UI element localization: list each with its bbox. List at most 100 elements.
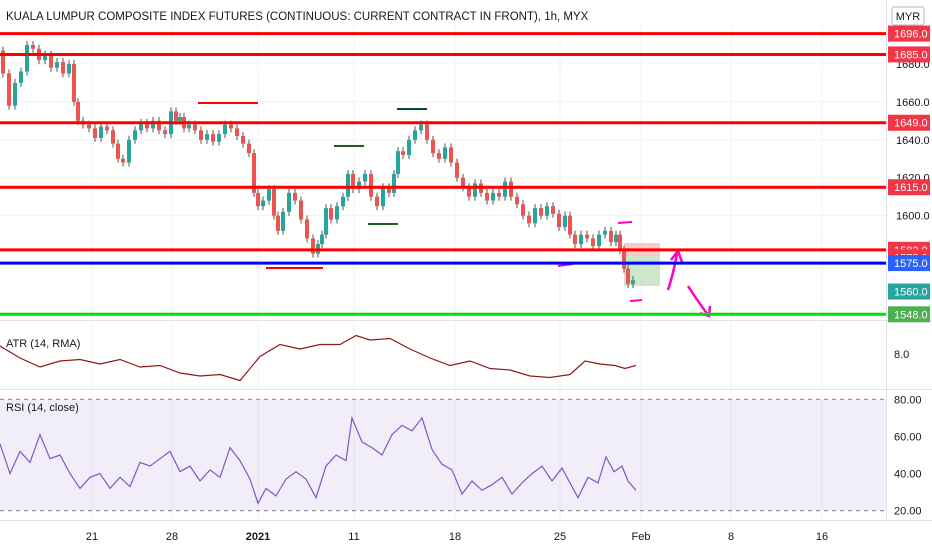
candle-body xyxy=(223,124,227,135)
candle-body xyxy=(437,153,441,159)
candle-body xyxy=(324,208,328,235)
candle-body xyxy=(163,130,167,135)
time-tick-label: 21 xyxy=(86,531,98,543)
candle-body xyxy=(217,134,221,142)
candle-body xyxy=(419,124,423,131)
candle-body xyxy=(174,111,178,121)
candle-body xyxy=(127,139,131,163)
time-axis[interactable]: 21 28 2021 11 18 25 Feb 8 16 xyxy=(86,531,828,543)
candle-body xyxy=(293,192,297,201)
price-tick-label: 1600.0 xyxy=(896,211,930,223)
time-tick-label: 28 xyxy=(166,531,178,543)
candle-body xyxy=(341,196,345,207)
candle-body xyxy=(67,63,71,74)
candle-body xyxy=(139,122,143,131)
candle-body xyxy=(585,234,589,239)
price-tag-background xyxy=(888,179,930,196)
candle-body xyxy=(626,268,630,284)
time-tick-label: 11 xyxy=(348,531,359,543)
candle-body xyxy=(425,124,429,140)
candle-body xyxy=(281,211,285,231)
price-tag: 1649.0 xyxy=(888,114,930,131)
time-tick-label: Feb xyxy=(632,531,651,543)
candle-body xyxy=(515,196,519,205)
candle-body xyxy=(497,192,501,197)
candle-body xyxy=(413,130,417,140)
time-tick-label: 25 xyxy=(554,531,566,543)
candle-body xyxy=(7,73,11,106)
price-tag-background xyxy=(888,25,930,42)
candle-body xyxy=(72,63,76,102)
candle-body xyxy=(1,50,5,74)
time-tick-label: 18 xyxy=(449,531,461,543)
candle-body xyxy=(455,162,459,178)
candle-body xyxy=(573,234,577,245)
candle-body xyxy=(43,54,47,61)
candle-body xyxy=(151,120,155,129)
price-tag: 1575.0 xyxy=(888,255,930,272)
candle-body xyxy=(272,189,276,216)
candle-body xyxy=(527,215,531,224)
candle-body xyxy=(467,187,471,197)
candle-body xyxy=(267,189,271,201)
candle-body xyxy=(381,187,385,207)
price-tag-background xyxy=(888,306,930,323)
price-tag: 1548.0 xyxy=(888,306,930,323)
candle-body xyxy=(485,192,489,201)
price-tag-background xyxy=(888,46,930,63)
candle-body xyxy=(329,208,333,220)
candle-body xyxy=(461,177,465,188)
candle-body xyxy=(449,147,453,163)
atr-value-label: 8.0 xyxy=(894,349,909,361)
candle-body xyxy=(13,82,17,106)
price-tags: 1696.01685.01649.01615.01582.01578.01575… xyxy=(888,25,930,323)
candle-body xyxy=(31,44,35,49)
price-tag-label: 1575.0 xyxy=(894,258,928,270)
horizontal-levels xyxy=(0,32,886,316)
candle-body xyxy=(111,130,115,144)
candle-body xyxy=(545,206,549,216)
rsi-band xyxy=(0,399,886,511)
candle-body xyxy=(256,192,260,207)
price-tag-label: 1615.0 xyxy=(894,182,928,194)
candle-body xyxy=(311,238,315,254)
candle-body xyxy=(509,181,513,197)
candle-body xyxy=(241,136,245,144)
candle-body xyxy=(252,153,256,193)
candle-body xyxy=(521,204,525,216)
price-tag-label: 1685.0 xyxy=(894,49,928,61)
price-tag-background xyxy=(888,283,930,300)
candle-body xyxy=(491,192,495,201)
candle-body xyxy=(211,134,215,142)
candle-body xyxy=(178,117,182,121)
candle-body xyxy=(563,215,567,228)
price-tag-background xyxy=(888,114,930,131)
candle-body xyxy=(287,192,291,212)
candle-body xyxy=(351,173,355,190)
price-tag: 1685.0 xyxy=(888,46,930,63)
price-tag-background xyxy=(888,255,930,272)
rsi-pane: RSI (14, close) 80.00 60.00 40.00 20.00 xyxy=(0,394,922,518)
time-tick-label: 16 xyxy=(816,531,828,543)
candle-body xyxy=(133,130,137,140)
atr-pane: ATR (14, RMA) 8.0 xyxy=(0,334,909,382)
candle-body xyxy=(55,62,59,68)
time-tick-label: 2021 xyxy=(246,531,270,543)
candle-body xyxy=(557,213,561,228)
candle-body xyxy=(199,130,203,140)
candle-body xyxy=(247,143,251,154)
candle-body xyxy=(25,44,29,72)
rsi-tick-label: 80.00 xyxy=(894,394,922,406)
magenta-dash-3[interactable] xyxy=(629,299,643,302)
candle-body xyxy=(346,173,350,197)
rsi-line xyxy=(0,415,637,505)
candle-body xyxy=(603,230,607,235)
currency-badge[interactable]: MYR xyxy=(891,6,925,26)
candle-body xyxy=(401,151,405,155)
candle-body xyxy=(473,183,477,197)
time-tick-label: 8 xyxy=(728,531,734,543)
magenta-dash-1[interactable] xyxy=(617,221,633,224)
price-tag-label: 1649.0 xyxy=(894,118,928,130)
